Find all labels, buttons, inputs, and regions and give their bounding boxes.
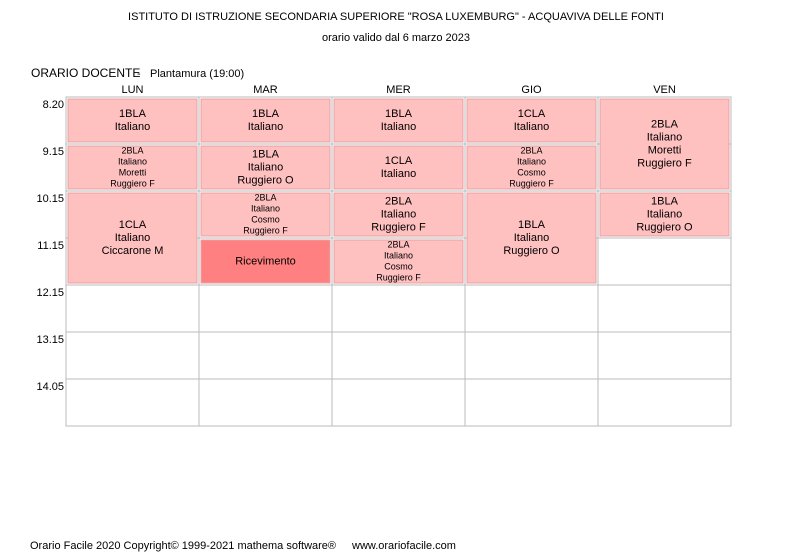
time-label: 13.15 [36,334,64,346]
cell-text: 1BLA [385,108,413,120]
cell-text: Ruggiero F [376,272,421,282]
cell-text: 2BLA [387,239,409,249]
website: www.orariofacile.com [351,540,456,552]
cell-text: 1CLA [385,155,413,167]
cell-text: Italiano [514,121,549,133]
cell-text: Ricevimento [235,255,296,267]
time-label: 10.15 [36,193,64,205]
cell-text: Italiano [647,208,682,220]
subtitle: orario valido dal 6 marzo 2023 [322,32,470,44]
lesson-cell [67,192,198,284]
cell-text: 2BLA [385,195,413,207]
time-label: 8.20 [43,99,64,111]
separator: - [137,68,141,80]
cell-text: Ruggiero F [509,178,554,188]
cell-text: Italiano [115,232,150,244]
cell-text: 1BLA [518,219,546,231]
cell-text: Cosmo [384,261,413,271]
cell-text: Italiano [381,208,416,220]
lesson-cell [67,145,198,190]
cell-text: 1CLA [119,219,147,231]
cell-text: 1BLA [252,108,280,120]
lesson-cell [200,239,331,284]
cell-text: 1BLA [252,148,280,160]
cell-text: Ruggiero F [371,221,426,233]
cell-text: Italiano [384,250,413,260]
cell-text: Italiano [251,203,280,213]
time-label: 11.15 [37,240,64,252]
lesson-cell [466,145,597,190]
cell-text: Ruggiero O [237,174,294,186]
day-header: MER [386,84,411,96]
cell-text: Ruggiero F [243,225,288,235]
cell-text: Moretti [648,144,682,156]
schedule-label: ORARIO DOCENTE [31,66,140,80]
lesson-cell [333,98,464,143]
cell-text: Ruggiero O [636,221,693,233]
cell-text: Ruggiero F [637,157,692,169]
lesson-cell [200,98,331,143]
cell-text: Cosmo [517,167,546,177]
lesson-cell [466,98,597,143]
cell-text: 2BLA [254,192,276,202]
lesson-cell [333,192,464,237]
cell-text: 2BLA [520,145,542,155]
cell-text: Ruggiero F [110,178,155,188]
cell-text: Italiano [248,121,283,133]
cell-text: Italiano [115,121,150,133]
cell-text: Italiano [381,168,416,180]
cell-text: 1BLA [119,108,147,120]
day-header: GIO [521,84,542,96]
cell-text: Italiano [514,232,549,244]
day-header: LUN [121,84,143,96]
cell-text: 2BLA [651,118,679,130]
cell-text: 1CLA [518,108,546,120]
cell-text: Italiano [381,121,416,133]
lesson-cell [67,98,198,143]
cell-text: Italiano [517,156,546,166]
day-header: VEN [653,84,676,96]
lesson-cell [200,192,331,237]
lesson-cell [200,145,331,190]
lesson-cell [333,145,464,190]
cell-text: 2BLA [121,145,143,155]
teacher: Plantamura (19:00) [150,68,244,80]
cell-text: Cosmo [251,214,280,224]
day-header: MAR [253,84,278,96]
cell-text: 1BLA [651,195,679,207]
credits: Orario Facile 2020 Copyright© 1999-2021 … [30,540,336,552]
lesson-cell [333,239,464,284]
cell-text: Italiano [647,131,682,143]
title: ISTITUTO DI ISTRUZIONE SECONDARIA SUPERI… [128,11,664,23]
cell-text: Ciccarone M [102,245,164,257]
cell-text: Ruggiero O [503,245,560,257]
cell-text: Italiano [248,161,283,173]
lesson-cell [599,192,730,237]
lesson-cell [599,98,730,190]
time-label: 12.15 [36,287,64,299]
time-label: 14.05 [36,381,64,393]
lesson-cell [466,192,597,284]
cell-text: Italiano [118,156,147,166]
time-label: 9.15 [43,146,64,158]
cell-text: Moretti [119,167,147,177]
